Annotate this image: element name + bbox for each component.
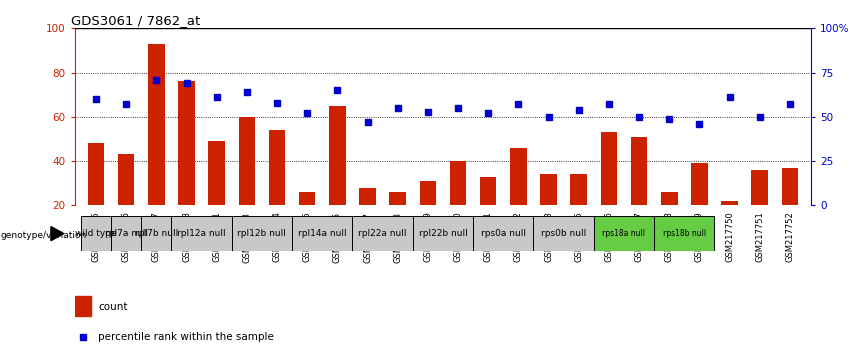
Bar <box>352 216 413 251</box>
Bar <box>111 216 141 251</box>
Text: rpl12b null: rpl12b null <box>237 229 287 238</box>
Bar <box>534 216 594 251</box>
Text: count: count <box>99 302 128 312</box>
Bar <box>631 137 648 250</box>
Bar <box>570 175 587 250</box>
Bar <box>480 177 496 250</box>
Bar <box>81 216 111 251</box>
Bar <box>413 216 473 251</box>
Bar <box>329 106 346 250</box>
Text: rpl14a null: rpl14a null <box>298 229 346 238</box>
Text: rps18a null: rps18a null <box>603 229 645 238</box>
Bar <box>118 154 134 250</box>
Bar <box>88 143 105 250</box>
Bar <box>722 201 738 250</box>
Text: rpl22a null: rpl22a null <box>358 229 407 238</box>
Bar <box>171 216 231 251</box>
Bar <box>148 44 164 250</box>
Bar <box>292 216 352 251</box>
Bar <box>178 81 195 250</box>
Bar <box>238 117 255 250</box>
Bar <box>208 141 225 250</box>
Bar <box>781 168 798 250</box>
Text: genotype/variation: genotype/variation <box>1 231 87 240</box>
Text: GDS3061 / 7862_at: GDS3061 / 7862_at <box>71 14 201 27</box>
Bar <box>269 130 285 250</box>
Text: percentile rank within the sample: percentile rank within the sample <box>99 332 274 342</box>
Bar <box>601 132 617 250</box>
Bar <box>390 192 406 250</box>
Bar <box>473 216 534 251</box>
Text: rpl7a null: rpl7a null <box>105 229 148 238</box>
Bar <box>654 216 715 251</box>
Bar <box>661 192 677 250</box>
Bar <box>141 216 171 251</box>
Polygon shape <box>51 227 64 241</box>
Text: rps0b null: rps0b null <box>541 229 586 238</box>
Bar <box>594 216 654 251</box>
Bar <box>75 296 91 315</box>
Bar <box>691 163 708 250</box>
Bar <box>540 175 557 250</box>
Bar <box>449 161 466 250</box>
Text: rpl22b null: rpl22b null <box>419 229 467 238</box>
Text: rps18b null: rps18b null <box>663 229 705 238</box>
Bar <box>231 216 292 251</box>
Text: wild type: wild type <box>75 229 117 238</box>
Text: rpl7b null: rpl7b null <box>134 229 178 238</box>
Text: rps0a null: rps0a null <box>481 229 526 238</box>
Bar <box>420 181 437 250</box>
Bar <box>510 148 527 250</box>
Bar <box>299 192 316 250</box>
Bar <box>359 188 376 250</box>
Text: rpl12a null: rpl12a null <box>177 229 226 238</box>
Bar <box>751 170 768 250</box>
